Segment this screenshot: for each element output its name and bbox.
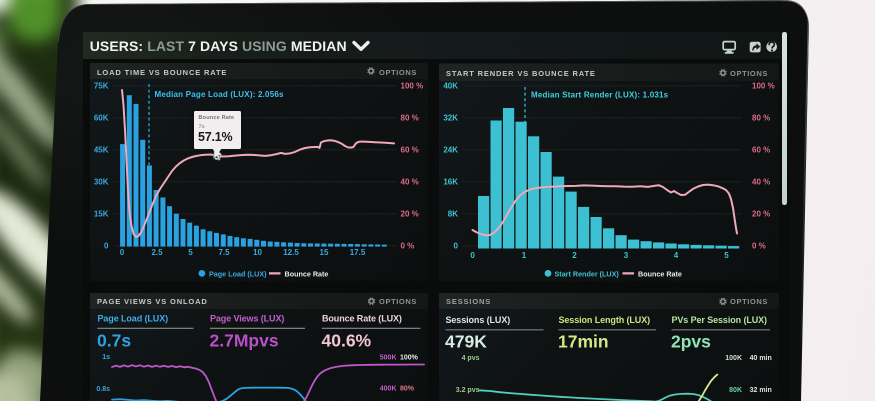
svg-text:2.7Mpvs: 2.7Mpvs xyxy=(210,330,279,350)
svg-text:Start Render (LUX): Start Render (LUX) xyxy=(555,269,620,278)
svg-text:Sessions (LUX): Sessions (LUX) xyxy=(446,315,511,325)
svg-text:Page Load (LUX): Page Load (LUX) xyxy=(98,314,169,324)
svg-text:0 %: 0 % xyxy=(401,242,415,251)
svg-text:PVs Per Session (LUX): PVs Per Session (LUX) xyxy=(672,315,768,325)
svg-text:20 %: 20 % xyxy=(752,210,770,219)
svg-text:40 %: 40 % xyxy=(752,178,770,187)
svg-text:2pvs: 2pvs xyxy=(671,331,711,351)
svg-text:1s: 1s xyxy=(102,354,110,361)
svg-text:15: 15 xyxy=(320,248,329,257)
svg-text:12.5: 12.5 xyxy=(283,248,299,257)
svg-text:40 %: 40 % xyxy=(401,178,419,187)
svg-text:Median Start Render (LUX): 1.0: Median Start Render (LUX): 1.031s xyxy=(531,91,669,100)
svg-text:100 %: 100 % xyxy=(401,82,424,91)
svg-text:40K: 40K xyxy=(443,82,458,91)
svg-text:Bounce Rate (LUX): Bounce Rate (LUX) xyxy=(322,314,402,324)
svg-text:4: 4 xyxy=(674,251,679,260)
svg-text:Median Page Load (LUX): 2.056s: Median Page Load (LUX): 2.056s xyxy=(155,90,284,99)
svg-text:4 pvs: 4 pvs xyxy=(462,355,480,362)
svg-text:15K: 15K xyxy=(94,210,109,219)
svg-text:5: 5 xyxy=(188,248,193,257)
svg-text:0.7s: 0.7s xyxy=(97,330,131,350)
svg-text:60 %: 60 % xyxy=(752,146,770,155)
svg-text:60K: 60K xyxy=(94,114,109,123)
svg-text:8K: 8K xyxy=(448,210,458,219)
svg-text:100K: 100K xyxy=(725,355,742,362)
svg-text:1: 1 xyxy=(522,251,527,260)
svg-text:5: 5 xyxy=(724,251,729,260)
svg-text:80K: 80K xyxy=(729,387,742,394)
svg-text:3.2 pvs: 3.2 pvs xyxy=(456,387,480,394)
svg-text:80%: 80% xyxy=(400,386,415,393)
svg-text:24K: 24K xyxy=(443,146,458,155)
svg-text:Session Length (LUX): Session Length (LUX) xyxy=(559,315,651,325)
svg-text:Page Load (LUX): Page Load (LUX) xyxy=(209,269,267,278)
svg-text:100 %: 100 % xyxy=(752,82,775,91)
svg-text:0 %: 0 % xyxy=(752,242,766,251)
svg-text:Page Views (LUX): Page Views (LUX) xyxy=(210,314,284,324)
svg-text:0: 0 xyxy=(104,242,109,251)
svg-text:500K: 500K xyxy=(380,355,397,362)
svg-text:45K: 45K xyxy=(94,146,109,155)
svg-text:30K: 30K xyxy=(94,178,109,187)
svg-text:0: 0 xyxy=(454,242,459,251)
svg-text:16K: 16K xyxy=(443,178,458,187)
svg-text:40 min: 40 min xyxy=(750,355,772,362)
svg-text:0.8s: 0.8s xyxy=(96,386,110,393)
svg-text:3: 3 xyxy=(624,251,629,260)
svg-text:7.5: 7.5 xyxy=(218,248,230,257)
svg-text:20 %: 20 % xyxy=(401,210,419,219)
svg-text:0: 0 xyxy=(120,248,125,257)
svg-text:10: 10 xyxy=(253,248,262,257)
svg-text:60 %: 60 % xyxy=(401,146,419,155)
svg-text:Bounce Rate: Bounce Rate xyxy=(638,269,682,278)
svg-text:32K: 32K xyxy=(443,114,458,123)
svg-text:100%: 100% xyxy=(400,355,419,362)
svg-text:2: 2 xyxy=(572,251,577,260)
svg-text:80 %: 80 % xyxy=(752,114,770,123)
svg-text:17.5: 17.5 xyxy=(350,248,366,257)
svg-text:Bounce Rate: Bounce Rate xyxy=(285,269,329,278)
svg-text:80 %: 80 % xyxy=(401,114,419,123)
svg-text:75K: 75K xyxy=(94,82,109,91)
svg-text:479K: 479K xyxy=(445,331,487,351)
svg-text:400K: 400K xyxy=(380,386,397,393)
svg-text:40.6%: 40.6% xyxy=(322,330,372,350)
svg-text:17min: 17min xyxy=(558,331,609,351)
svg-text:32 min: 32 min xyxy=(750,387,772,394)
svg-text:2.5: 2.5 xyxy=(151,248,163,257)
svg-text:0: 0 xyxy=(470,251,475,260)
